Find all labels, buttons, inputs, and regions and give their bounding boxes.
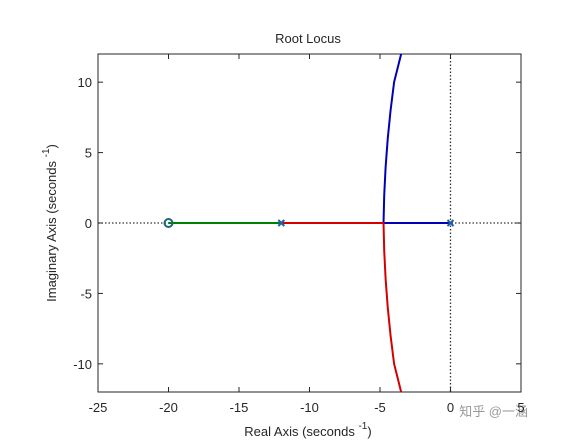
y-label-end: ) — [44, 144, 59, 148]
x-tick-label: -10 — [300, 400, 319, 415]
x-label-text: Real Axis (seconds — [244, 424, 358, 439]
x-tick-label: -5 — [374, 400, 386, 415]
locus-branch — [382, 53, 451, 224]
x-tick-label: -25 — [89, 400, 108, 415]
y-tick-label: 10 — [78, 75, 92, 90]
y-axis-label: Imaginary Axis (seconds -1) — [41, 144, 59, 302]
x-tick-label: -20 — [159, 400, 178, 415]
y-tick-label: 0 — [85, 216, 92, 231]
x-tick-label: -15 — [230, 400, 249, 415]
zero-marker — [163, 218, 174, 228]
x-tick-label: 5 — [517, 400, 524, 415]
x-tick-label: 0 — [447, 400, 454, 415]
chart-title: Root Locus — [275, 31, 341, 46]
pole-marker — [446, 219, 455, 227]
y-tick-label: -10 — [73, 357, 92, 372]
y-tick-label: -5 — [80, 286, 92, 301]
pole-marker — [277, 219, 286, 227]
x-label-sup: -1 — [358, 421, 367, 432]
y-label-text: Imaginary Axis (seconds — [44, 157, 59, 302]
x-label-end: ) — [367, 424, 371, 439]
plot-frame — [97, 53, 522, 393]
x-axis-label: Real Axis (seconds -1) — [244, 421, 371, 439]
y-tick-label: 5 — [85, 146, 92, 161]
y-label-sup: -1 — [41, 148, 52, 157]
watermark: 知乎 @一涵 — [459, 404, 528, 419]
locus-branch — [281, 222, 403, 393]
